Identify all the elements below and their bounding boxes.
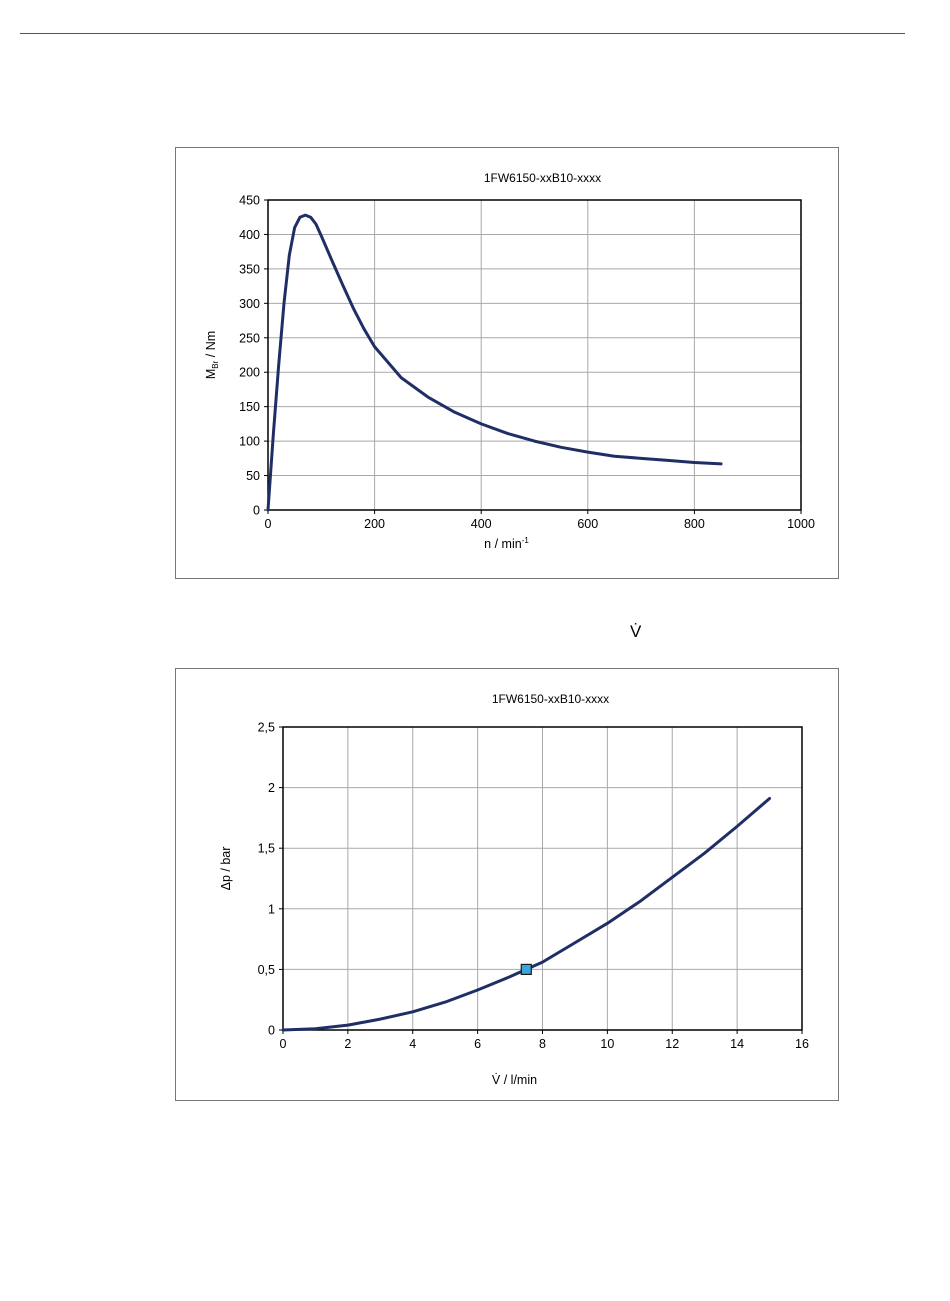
series-line [266,213,723,512]
y-axis-label-rest: / Nm [204,331,218,361]
x-tick-label: 400 [471,517,492,531]
y-tick-label: 0,5 [258,963,275,977]
torque-chart: 1FW6150-xxB10-xxxx 0 200 400 600 800 1000 0 50 10… [204,171,815,551]
x-tick-label: 8 [539,1037,546,1051]
y-tick-label: 0 [268,1024,275,1038]
x-axis-label: n / min-1 [484,536,529,551]
y-tick-label: 400 [239,228,260,242]
y-tick-label: 150 [239,400,260,414]
y-tick-label: 2 [268,781,275,795]
x-tick-label: 1000 [787,517,815,531]
x-tick-label: 0 [280,1037,287,1051]
y-tick-label: 200 [239,366,260,380]
y-tick-label: 2,5 [258,721,275,735]
y-tick-label: 350 [239,262,260,276]
y-tick-label: 300 [239,297,260,311]
x-tick-label: 10 [600,1037,614,1051]
x-tick-label: 800 [684,517,705,531]
x-axis-label: V̇ / l/min [492,1073,537,1087]
header-rule [20,33,905,34]
x-tick-label: 2 [344,1037,351,1051]
x-axis-label-main: n / min [484,537,522,551]
x-tick-label: 0 [265,517,272,531]
chart-title: 1FW6150-xxB10-xxxx [492,692,609,706]
y-tick-label: 250 [239,331,260,345]
chart-frame-torque: 1FW6150-xxB10-xxxx 0 200 400 600 800 1000 0 50 10… [175,147,839,579]
y-tick-label: 1,5 [258,842,275,856]
y-tick-label: 50 [246,469,260,483]
y-tick-label: 0 [253,504,260,518]
y-tick-label: 450 [239,194,260,208]
x-tick-label: 6 [474,1037,481,1051]
x-axis-label-sup: -1 [522,536,530,545]
chart-frame-pressure: 1FW6150-xxB10-xxxx 0 2 4 6 8 10 12 14 16 0 0,5 1 1,5 2… [175,668,839,1101]
x-tick-label: 200 [364,517,385,531]
pressure-drop-chart: 1FW6150-xxB10-xxxx 0 2 4 6 8 10 12 14 16 0 0,5 1 1,5 2… [219,692,809,1087]
x-tick-label: 14 [730,1037,744,1051]
y-axis-label-sub: Br [211,360,220,368]
y-axis-label: Δp / bar [219,847,233,891]
y-axis-label: MBr / Nm [204,331,220,379]
y-tick-label: 100 [239,435,260,449]
y-tick-label: 1 [268,902,275,916]
plot-area [268,200,801,510]
y-axis-label-main: M [204,369,218,379]
x-tick-label: 600 [577,517,598,531]
x-tick-label: 12 [665,1037,679,1051]
x-tick-label: 4 [409,1037,416,1051]
plot-border [267,199,802,511]
chart-title: 1FW6150-xxB10-xxxx [484,171,601,185]
vdot-symbol: V̇ [630,622,642,641]
operating-point-marker [520,963,532,975]
x-tick-label: 16 [795,1037,809,1051]
